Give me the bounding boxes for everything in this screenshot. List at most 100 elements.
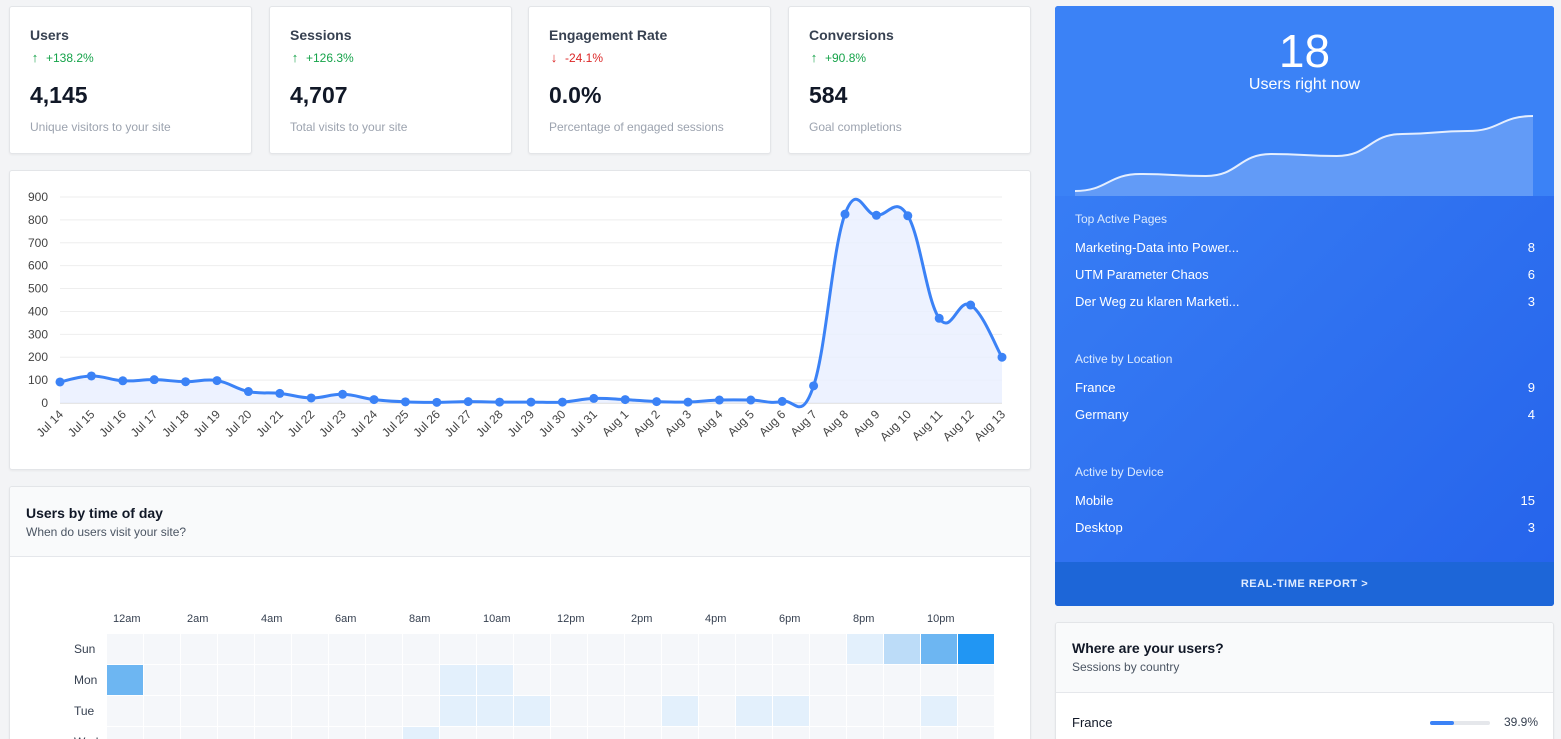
heatmap-cell[interactable] <box>144 696 180 726</box>
realtime-report-link[interactable]: REAL-TIME REPORT > <box>1055 562 1554 606</box>
heatmap-cell[interactable] <box>366 727 402 739</box>
heatmap-cell[interactable] <box>181 727 217 739</box>
heatmap-cell[interactable] <box>292 696 328 726</box>
heatmap-cell[interactable] <box>218 665 254 695</box>
heatmap-cell[interactable] <box>477 727 513 739</box>
heatmap-cell[interactable] <box>366 665 402 695</box>
heatmap-cell[interactable] <box>847 634 883 664</box>
heatmap-cell[interactable] <box>699 727 735 739</box>
chart-point[interactable] <box>212 376 222 386</box>
chart-point[interactable] <box>809 381 819 391</box>
country-row[interactable]: France 39.9% <box>1072 715 1538 730</box>
heatmap-cell[interactable] <box>477 665 513 695</box>
heatmap-cell[interactable] <box>514 696 550 726</box>
heatmap-cell[interactable] <box>403 634 439 664</box>
heatmap-cell[interactable] <box>736 634 772 664</box>
heatmap-cell[interactable] <box>477 696 513 726</box>
chart-point[interactable] <box>903 211 913 221</box>
heatmap-cell[interactable] <box>921 727 957 739</box>
heatmap-cell[interactable] <box>144 727 180 739</box>
heatmap-cell[interactable] <box>958 634 994 664</box>
list-item[interactable]: Germany 4 <box>1075 407 1535 422</box>
chart-point[interactable] <box>243 387 253 397</box>
heatmap-cell[interactable] <box>699 665 735 695</box>
heatmap-cell[interactable] <box>255 727 291 739</box>
heatmap-cell[interactable] <box>329 696 365 726</box>
chart-point[interactable] <box>683 397 693 407</box>
heatmap-cell[interactable] <box>107 665 143 695</box>
chart-point[interactable] <box>149 375 159 385</box>
heatmap-cell[interactable] <box>551 665 587 695</box>
chart-point[interactable] <box>966 300 976 310</box>
heatmap-cell[interactable] <box>736 665 772 695</box>
heatmap-cell[interactable] <box>551 727 587 739</box>
heatmap-cell[interactable] <box>958 696 994 726</box>
heatmap-cell[interactable] <box>514 665 550 695</box>
heatmap-cell[interactable] <box>329 727 365 739</box>
chart-point[interactable] <box>746 395 756 405</box>
heatmap-cell[interactable] <box>810 634 846 664</box>
chart-point[interactable] <box>589 393 599 403</box>
chart-point[interactable] <box>338 389 348 399</box>
heatmap-cell[interactable] <box>144 634 180 664</box>
heatmap-cell[interactable] <box>625 634 661 664</box>
chart-point[interactable] <box>934 313 944 323</box>
heatmap-cell[interactable] <box>107 634 143 664</box>
heatmap-cell[interactable] <box>662 696 698 726</box>
chart-point[interactable] <box>557 397 567 407</box>
heatmap-cell[interactable] <box>107 696 143 726</box>
heatmap-cell[interactable] <box>736 727 772 739</box>
heatmap-cell[interactable] <box>366 696 402 726</box>
chart-point[interactable] <box>495 397 505 407</box>
heatmap-cell[interactable] <box>144 665 180 695</box>
chart-point[interactable] <box>840 209 850 219</box>
heatmap-cell[interactable] <box>477 634 513 664</box>
heatmap-cell[interactable] <box>551 696 587 726</box>
heatmap-cell[interactable] <box>773 634 809 664</box>
list-item[interactable]: Marketing-Data into Power... 8 <box>1075 240 1535 255</box>
heatmap-cell[interactable] <box>958 665 994 695</box>
heatmap-cell[interactable] <box>292 665 328 695</box>
heatmap-cell[interactable] <box>662 727 698 739</box>
heatmap-cell[interactable] <box>847 727 883 739</box>
chart-point[interactable] <box>369 395 379 405</box>
heatmap-cell[interactable] <box>403 665 439 695</box>
heatmap-cell[interactable] <box>847 665 883 695</box>
heatmap-cell[interactable] <box>736 696 772 726</box>
heatmap-cell[interactable] <box>773 696 809 726</box>
heatmap-cell[interactable] <box>884 727 920 739</box>
chart-point[interactable] <box>181 377 191 387</box>
heatmap-cell[interactable] <box>514 727 550 739</box>
heatmap-cell[interactable] <box>218 696 254 726</box>
chart-point[interactable] <box>275 388 285 398</box>
heatmap-cell[interactable] <box>699 634 735 664</box>
chart-point[interactable] <box>620 395 630 405</box>
list-item[interactable]: Mobile 15 <box>1075 493 1535 508</box>
heatmap-cell[interactable] <box>403 696 439 726</box>
list-item[interactable]: Der Weg zu klaren Marketi... 3 <box>1075 294 1535 309</box>
chart-point[interactable] <box>86 371 96 381</box>
heatmap-cell[interactable] <box>921 665 957 695</box>
heatmap-cell[interactable] <box>292 727 328 739</box>
heatmap-cell[interactable] <box>588 727 624 739</box>
chart-point[interactable] <box>306 393 316 403</box>
heatmap-cell[interactable] <box>625 665 661 695</box>
heatmap-cell[interactable] <box>181 696 217 726</box>
heatmap-cell[interactable] <box>847 696 883 726</box>
chart-point[interactable] <box>463 397 473 407</box>
heatmap-cell[interactable] <box>255 696 291 726</box>
list-item[interactable]: Desktop 3 <box>1075 520 1535 535</box>
heatmap-cell[interactable] <box>255 634 291 664</box>
heatmap-cell[interactable] <box>440 727 476 739</box>
heatmap-cell[interactable] <box>921 696 957 726</box>
heatmap-cell[interactable] <box>181 634 217 664</box>
chart-point[interactable] <box>871 210 881 220</box>
chart-point[interactable] <box>714 395 724 405</box>
heatmap-cell[interactable] <box>810 727 846 739</box>
list-item[interactable]: UTM Parameter Chaos 6 <box>1075 267 1535 282</box>
heatmap-cell[interactable] <box>773 665 809 695</box>
heatmap-cell[interactable] <box>625 696 661 726</box>
heatmap-cell[interactable] <box>218 727 254 739</box>
heatmap-cell[interactable] <box>884 665 920 695</box>
